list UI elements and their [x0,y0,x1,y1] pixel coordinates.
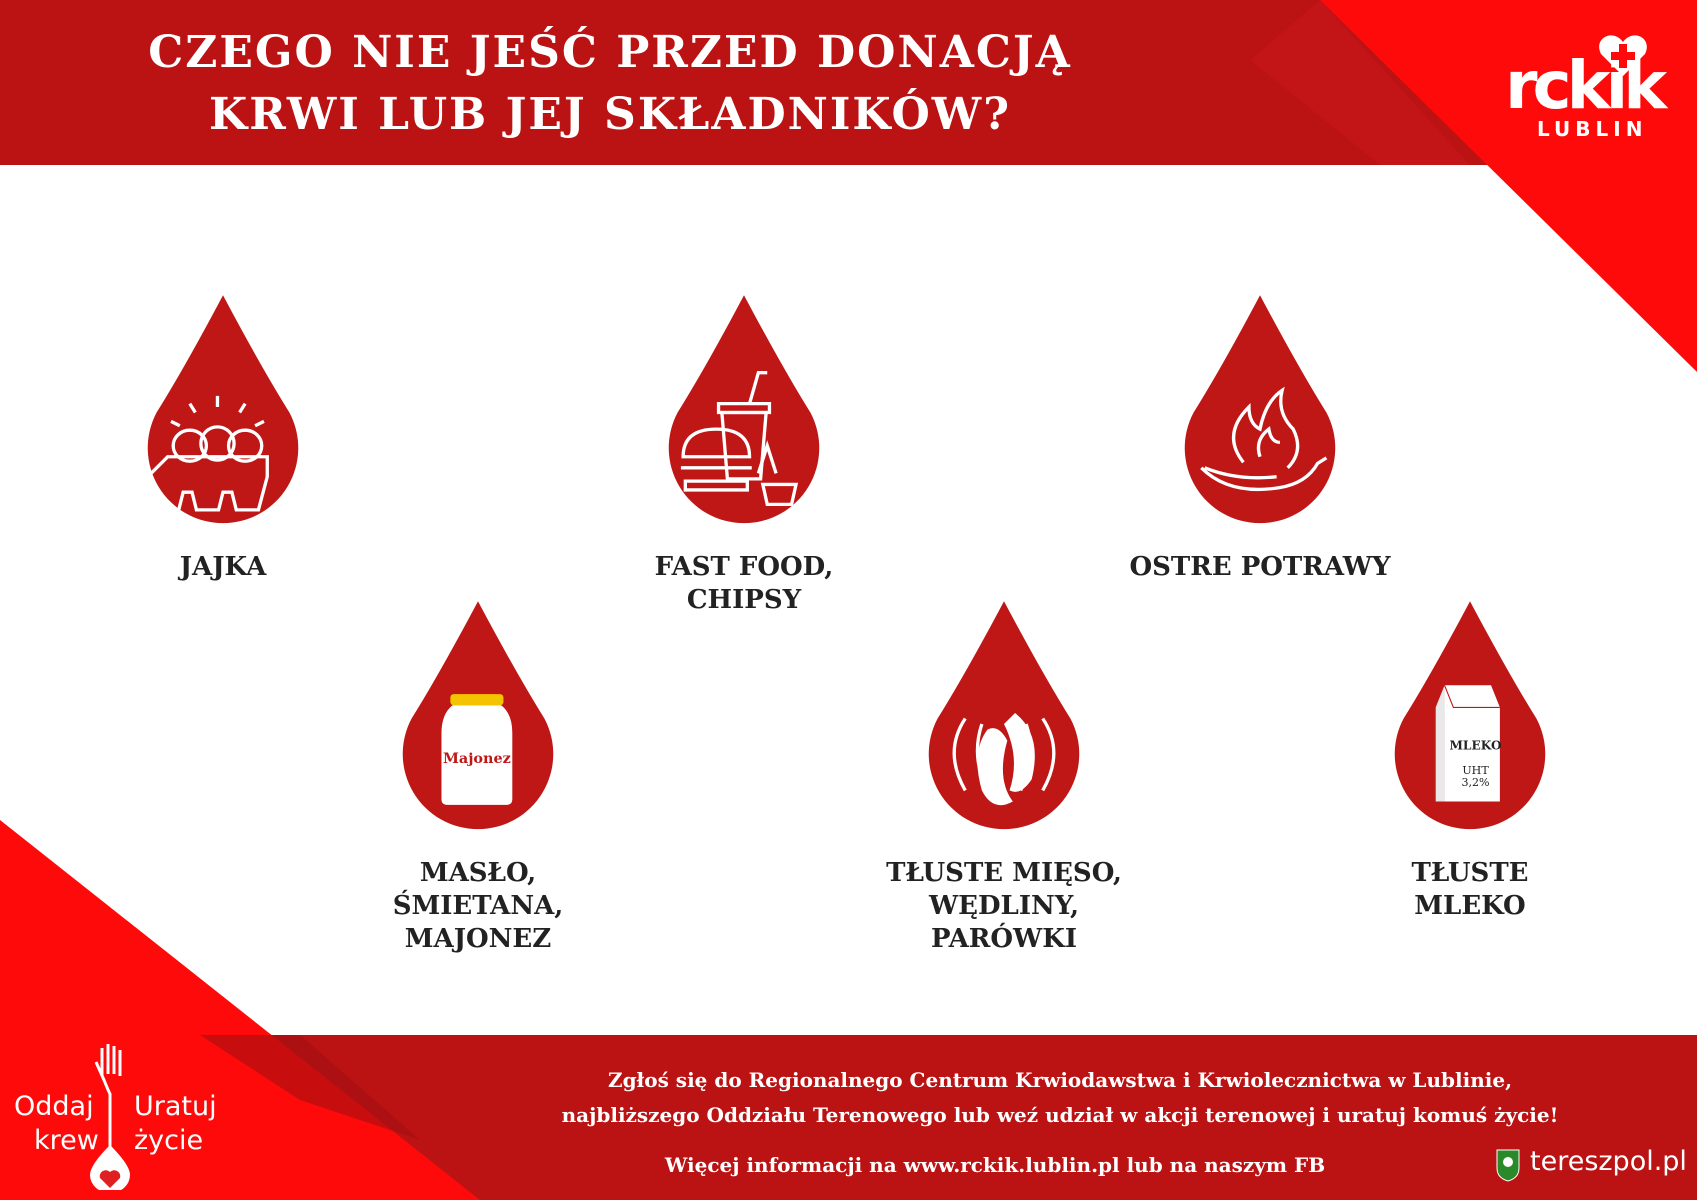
item-label: OSTRE POTRAWY [1110,551,1410,584]
medical-cross-icon [1611,44,1635,68]
item-label-line: ŚMIETANA, [392,891,564,921]
item-label-line: TŁUSTE MIĘSO, [886,858,1122,888]
item-label-line: MAJONEZ [404,924,552,954]
hand-drop-icon [90,1044,130,1190]
food-item: TŁUSTE MIĘSO, WĘDLINY, PARÓWKI [854,596,1154,956]
food-item: JAJKA [73,290,373,584]
item-label: MASŁO, ŚMIETANA, MAJONEZ [328,857,628,956]
item-label-line: OSTRE POTRAWY [1129,552,1391,582]
chili-fire-icon [1184,295,1336,524]
campaign-zycie: życie [134,1125,204,1156]
footer-line-1: Zgłoś się do Regionalnego Centrum Krwiod… [607,1068,1513,1092]
carton-label: MLEKO [1449,738,1502,752]
corner-top-right [1320,0,1697,372]
mayonnaise-jar-icon: Majonez [402,601,554,830]
item-label: JAJKA [73,551,373,584]
page-title: CZEGO NIE JEŚĆ PRZED DONACJĄ KRWI LUB JE… [60,22,1160,146]
title-line-1: CZEGO NIE JEŚĆ PRZED DONACJĄ [148,27,1072,78]
item-label: FAST FOOD, CHIPSY [594,551,894,617]
item-label-line: MASŁO, [419,858,537,888]
header-fold-shadow [1250,0,1470,165]
carton-fat: 3,2% [1461,776,1489,789]
campaign-oddaj: Oddaj [14,1091,94,1122]
item-label-line: MLEKO [1414,891,1526,921]
item-label-line: PARÓWKI [930,924,1078,954]
item-label: TŁUSTE MIĘSO, WĘDLINY, PARÓWKI [854,857,1154,956]
item-label-line: WĘDLINY, [928,891,1080,921]
tereszpol-crest-icon [1496,1149,1520,1182]
campaign-right: Uratuj życie [134,1090,217,1158]
item-label-line: JAJKA [179,552,267,582]
rckik-logo: rckik [1505,35,1674,124]
blood-drop-shape [147,295,299,524]
food-item: MLEKO UHT 3,2% TŁUSTE MLEKO [1320,596,1620,923]
campaign-left: Oddaj krew [14,1090,99,1158]
food-item: OSTRE POTRAWY [1110,290,1410,584]
item-label: TŁUSTE MLEKO [1320,857,1620,923]
fast-food-icon [668,295,820,524]
campaign-uratuj: Uratuj [134,1091,217,1122]
logo-text: rckik [1505,47,1669,124]
item-label-line: TŁUSTE [1411,858,1529,888]
food-item: FAST FOOD, CHIPSY [594,290,894,617]
item-label-line: FAST FOOD, [654,552,834,582]
item-label-line: CHIPSY [686,585,802,615]
jar-label: Majonez [443,750,511,767]
blood-drop-shape [668,295,820,524]
source-link[interactable]: tereszpol.pl [1530,1146,1687,1177]
blood-drop-shape [1184,295,1336,524]
campaign-krew: krew [34,1125,99,1156]
footer-line-3: Więcej informacji na www.rckik.lublin.pl… [664,1153,1326,1177]
footer-fold-shadow [200,1035,420,1140]
food-item: Majonez MASŁO, ŚMIETANA, MAJONEZ [328,596,628,956]
sausages-icon [928,601,1080,830]
blood-drop-shape [928,601,1080,830]
footer-line-2: najbliższego Oddziału Terenowego lub weź… [561,1103,1559,1127]
eggs-carton-icon [145,295,299,524]
carton-uht: UHT [1462,764,1489,777]
logo-city: LUBLIN [1537,117,1648,141]
title-line-2: KRWI LUB JEJ SKŁADNIKÓW? [209,89,1011,140]
